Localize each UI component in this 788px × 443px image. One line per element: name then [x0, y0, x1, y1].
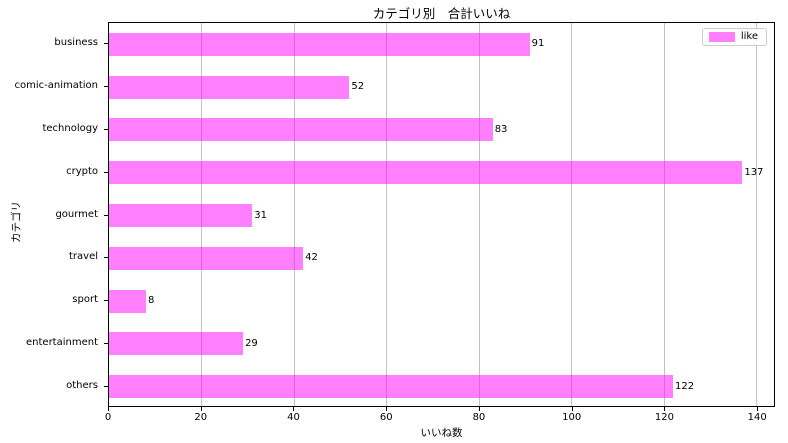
bar-crypto: [109, 161, 743, 185]
value-label-crypto: 137: [744, 166, 764, 178]
x-tick-label-140: 140: [747, 412, 767, 423]
y-tick-label-gourmet: gourmet: [55, 208, 98, 220]
x-tick-mark-60: [386, 407, 388, 411]
y-tick-label-crypto: crypto: [66, 165, 98, 177]
y-tick-mark-sport: [104, 300, 108, 302]
x-axis-label: いいね数: [420, 427, 463, 439]
x-tick-label-100: 100: [562, 412, 582, 423]
chart-title: カテゴリ別 合計いいね: [372, 6, 511, 21]
x-tick-mark-0: [108, 407, 109, 411]
y-tick-label-technology: technology: [42, 122, 98, 134]
gridline-x-40: [293, 23, 295, 406]
x-tick-label-120: 120: [654, 412, 674, 423]
y-tick-mark-others: [104, 385, 108, 387]
bar-technology: [109, 118, 493, 142]
value-label-technology: 83: [494, 123, 508, 135]
y-tick-mark-crypto: [104, 171, 108, 173]
y-tick-mark-technology: [104, 128, 108, 130]
gridline-x-100: [571, 23, 573, 406]
y-tick-label-comic-animation: comic-animation: [14, 80, 98, 92]
x-tick-label-40: 40: [287, 412, 300, 423]
x-tick-mark-120: [664, 407, 666, 411]
x-tick-mark-40: [293, 407, 295, 411]
x-tick-mark-20: [200, 407, 202, 411]
y-tick-mark-entertainment: [104, 342, 108, 344]
bar-gourmet: [109, 204, 253, 227]
x-tick-label-0: 0: [104, 412, 112, 423]
value-label-gourmet: 31: [254, 209, 268, 221]
gridline-x-120: [663, 23, 665, 406]
x-tick-mark-100: [571, 407, 573, 411]
x-tick-mark-80: [478, 407, 480, 411]
y-tick-mark-gourmet: [104, 214, 108, 216]
value-label-others: 122: [674, 380, 695, 392]
value-label-entertainment: 29: [245, 337, 258, 349]
legend-label: like: [740, 31, 758, 42]
gridline-x-60: [386, 23, 388, 406]
gridline-x-80: [478, 23, 480, 406]
bar-others: [109, 375, 673, 399]
bar-entertainment: [109, 332, 244, 356]
x-tick-mark-140: [757, 407, 759, 411]
value-label-business: 91: [531, 38, 545, 50]
bar-comic-animation: [109, 75, 350, 99]
bar-travel: [109, 246, 304, 270]
y-tick-label-travel: travel: [68, 251, 98, 263]
y-tick-label-others: others: [66, 379, 98, 391]
x-tick-label-20: 20: [194, 412, 208, 423]
y-tick-label-entertainment: entertainment: [26, 336, 98, 348]
value-label-sport: 8: [147, 295, 155, 307]
x-tick-label-60: 60: [379, 412, 393, 423]
value-label-comic-animation: 52: [351, 81, 365, 93]
bar-sport: [109, 289, 146, 313]
bar-business: [109, 32, 530, 56]
y-tick-mark-comic-animation: [104, 86, 108, 88]
y-tick-mark-business: [104, 43, 108, 45]
value-label-travel: 42: [305, 252, 318, 264]
x-tick-label-80: 80: [472, 412, 486, 423]
y-tick-mark-travel: [104, 257, 108, 259]
y-tick-label-sport: sport: [72, 294, 98, 306]
plot-area: 91 52 83 137 31 42 8 29 122 like: [108, 22, 775, 407]
y-tick-label-business: business: [54, 37, 98, 49]
gridline-x-140: [756, 23, 758, 406]
legend: like: [701, 28, 767, 46]
legend-swatch-icon: [708, 32, 735, 42]
